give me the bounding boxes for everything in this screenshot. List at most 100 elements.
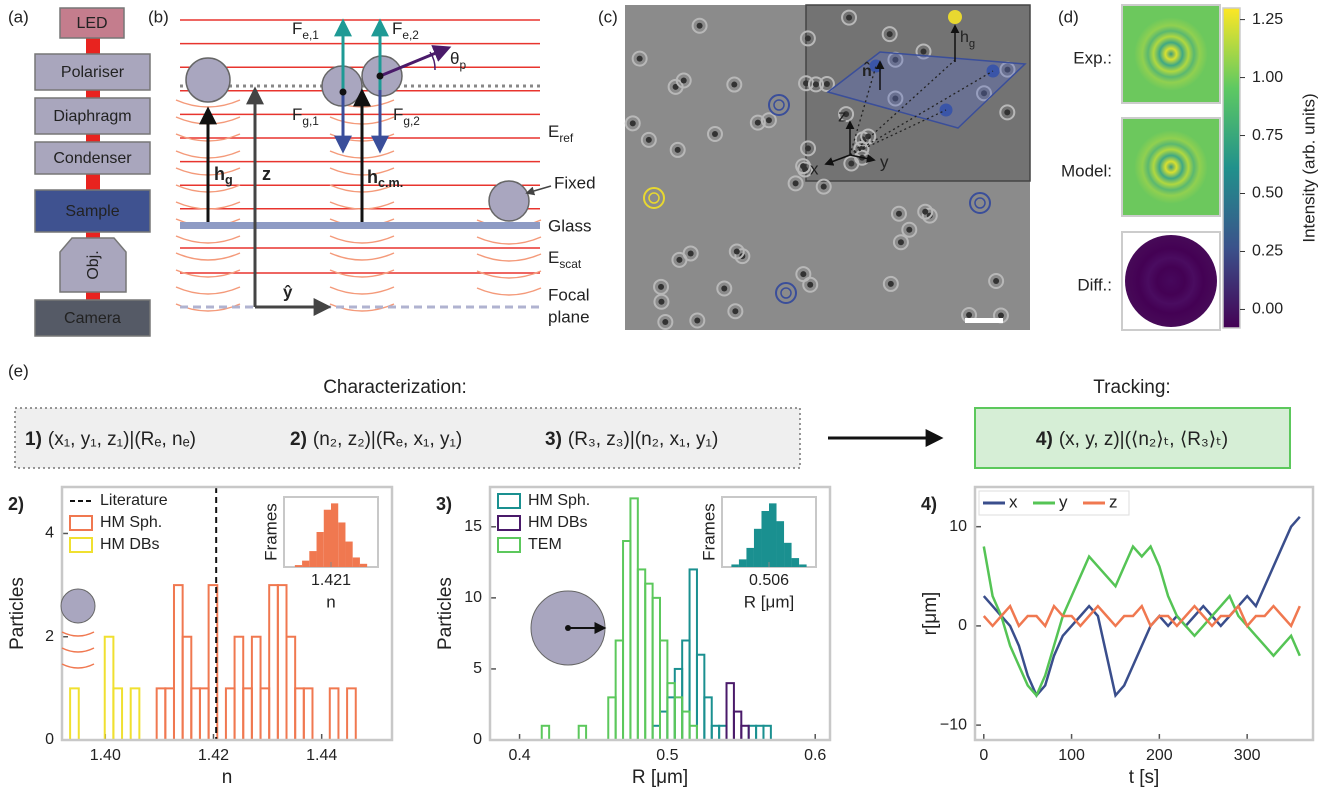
x-axis-label: t [s] — [1129, 767, 1160, 788]
histogram-bar — [103, 635, 115, 741]
x-tick-label: 100 — [1058, 747, 1085, 764]
panel-label: (c) — [598, 7, 618, 26]
scattered-wave — [175, 252, 241, 261]
bead-core — [886, 31, 893, 38]
focal-label: plane — [548, 307, 590, 326]
bead-ring — [921, 207, 938, 224]
chart-panel-label: 3) — [436, 494, 452, 514]
inset-bar — [352, 557, 360, 567]
legend-swatch — [69, 537, 93, 553]
tracking-box — [974, 407, 1291, 469]
bead-core — [645, 136, 652, 143]
center-dot — [339, 88, 347, 96]
bead-core — [892, 56, 899, 63]
legend-label: x — [1009, 492, 1018, 511]
particle — [185, 57, 231, 103]
inset-bar — [761, 511, 769, 567]
bead-ring — [818, 76, 835, 93]
inset-y-label: Frames — [261, 503, 280, 561]
colorbar-tick-label: 0.50 — [1252, 185, 1283, 202]
bead-core — [1004, 109, 1011, 116]
setup-label: Condenser — [53, 150, 132, 167]
bead-core — [887, 280, 894, 287]
histogram-bar — [302, 687, 314, 742]
height-label: z — [262, 164, 271, 184]
inset-x-label: R [μm] — [744, 592, 794, 611]
bead-ring — [841, 9, 858, 26]
bead-core — [658, 298, 665, 305]
setup-label: Camera — [64, 310, 121, 327]
y-tick-label: 5 — [473, 660, 482, 677]
force-label: Fg,2 — [393, 105, 420, 128]
inset-bar — [309, 551, 317, 567]
inset-tick-label: 1.421 — [311, 572, 351, 589]
force-label: Fe,2 — [392, 19, 419, 42]
histogram-bar — [268, 584, 279, 742]
panel-label: (b) — [148, 7, 169, 26]
inset-x-label: n — [326, 592, 335, 611]
bead-core — [731, 81, 738, 88]
bead-ring — [671, 251, 688, 268]
x-tick-label: 200 — [1146, 747, 1173, 764]
inset-bar — [331, 503, 339, 567]
x-tick-label: 1.40 — [90, 747, 121, 764]
legend-swatch — [497, 515, 521, 531]
bead-ring — [915, 43, 932, 60]
row-label: Diff.: — [1077, 275, 1112, 294]
scattered-wave — [175, 235, 241, 244]
step-number: 1) — [25, 429, 42, 450]
legend-label: y — [1059, 492, 1068, 511]
histogram-bar — [155, 687, 167, 742]
setup-label: Sample — [65, 203, 119, 220]
bead-core — [804, 35, 811, 42]
bead-core — [800, 163, 807, 170]
histogram-bar — [659, 639, 669, 741]
histogram-bar — [224, 687, 236, 742]
workflow-step: 1) (x₁, y₁, z₁)|(Rₑ, nₑ) — [25, 429, 196, 450]
height-label: hg — [960, 29, 975, 50]
bead-core — [848, 160, 855, 167]
arrow — [379, 45, 452, 78]
bead-ring — [760, 112, 777, 129]
inset-y-label: Frames — [699, 503, 718, 561]
histogram-bar — [328, 687, 340, 742]
inset-bar — [338, 522, 346, 567]
legend-label: HM DBs — [528, 514, 588, 531]
bead-ring — [917, 203, 934, 220]
histogram-bar — [233, 635, 245, 741]
arrow — [824, 154, 851, 166]
legend-label: HM DBs — [100, 536, 160, 553]
bead-core — [732, 308, 739, 315]
bead-ring — [727, 303, 744, 320]
fixed-label: Fixed — [554, 173, 596, 192]
field-label: Escat — [548, 248, 582, 271]
hologram — [1125, 235, 1217, 327]
bead-core — [800, 271, 807, 278]
focal-label: Focal — [548, 285, 590, 304]
wave-icon — [61, 647, 95, 653]
inset-bar — [791, 558, 800, 567]
y-axis-label: Particles — [435, 577, 456, 650]
scattered-wave — [476, 253, 542, 262]
bead-ring — [640, 131, 657, 148]
histogram-bar — [681, 639, 691, 741]
colorbar-tick-label: 0.25 — [1252, 243, 1283, 260]
y-tick-label: 4 — [45, 525, 54, 542]
histogram-bar — [181, 635, 193, 741]
bead-ring — [728, 243, 745, 260]
histogram-bar — [577, 724, 588, 741]
legend-label: HM Sph. — [100, 514, 162, 531]
histogram-bar — [69, 687, 80, 742]
angle-label: θp — [450, 49, 466, 72]
scattered-wave — [329, 235, 395, 244]
histogram-bar — [112, 687, 124, 742]
workflow-heading: Characterization: — [323, 377, 467, 398]
bead-core — [721, 285, 728, 292]
setup-box — [59, 7, 125, 39]
hologram — [1125, 8, 1217, 100]
tracked-ring — [974, 197, 986, 209]
x-tick-label: 0.5 — [656, 747, 678, 764]
step-number: 3) — [545, 429, 562, 450]
y-tick-label: 10 — [464, 589, 482, 606]
workflow-step: 3) (R₃, z₃)|(n₂, x₁, y₁) — [545, 429, 718, 450]
